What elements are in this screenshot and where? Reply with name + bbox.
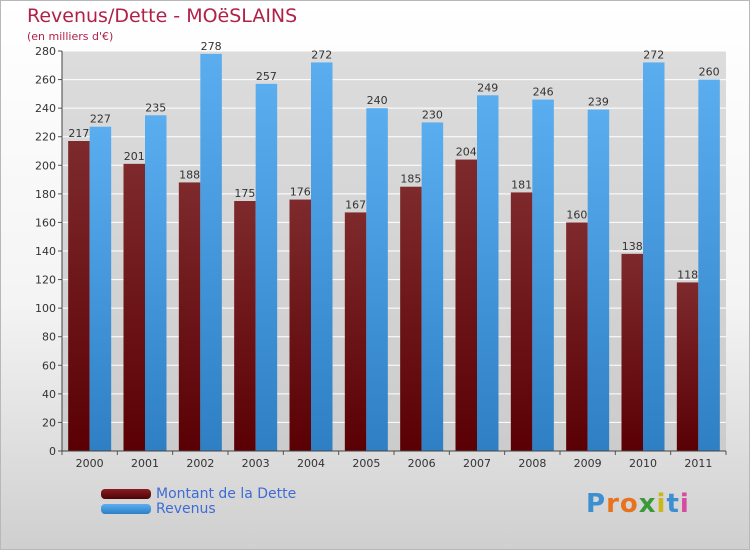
bar-debt (400, 186, 422, 451)
bar-value-label: 239 (588, 96, 609, 109)
y-tick-label: 140 (35, 245, 56, 258)
x-tick-label: 2011 (684, 457, 712, 470)
bar-debt (178, 182, 201, 451)
legend-label-debt: Montant de la Dette (156, 486, 297, 502)
y-tick-label: 20 (42, 416, 56, 429)
bar-revenus (477, 95, 499, 452)
bar-debt (676, 282, 699, 451)
y-tick-label: 80 (42, 331, 56, 344)
bar-value-label: 175 (234, 187, 255, 200)
y-tick-label: 0 (49, 445, 56, 458)
bar-value-label: 257 (256, 70, 277, 83)
bar-debt (68, 141, 90, 451)
bar-revenus (255, 83, 278, 451)
bar-value-label: 260 (699, 66, 720, 79)
legend-swatch-revenus (101, 504, 151, 514)
bar-value-label: 272 (311, 48, 332, 61)
legend-label-revenus: Revenus (156, 501, 216, 517)
bar-value-label: 138 (622, 240, 643, 253)
x-tick-label: 2007 (463, 457, 491, 470)
bar-value-label: 201 (124, 150, 145, 163)
bar-value-label: 227 (90, 113, 111, 126)
bar-value-label: 167 (345, 198, 366, 211)
bar-value-label: 240 (367, 94, 388, 107)
bar-value-label: 246 (533, 86, 554, 99)
bar-value-label: 176 (290, 186, 311, 199)
bar-revenus (643, 62, 665, 452)
bar-revenus (145, 115, 167, 452)
bar-debt (234, 201, 256, 451)
x-tick-label: 2004 (297, 457, 325, 470)
bar-revenus (587, 109, 610, 452)
bar-debt (455, 159, 477, 452)
bar-value-label: 204 (456, 146, 477, 159)
bar-value-label: 278 (201, 40, 222, 53)
y-tick-label: 180 (35, 188, 56, 201)
y-tick-label: 60 (42, 359, 56, 372)
bar-value-label: 185 (400, 173, 421, 186)
bar-debt (621, 253, 643, 451)
bar-debt (344, 212, 367, 451)
bar-revenus (89, 126, 112, 451)
bar-debt (123, 163, 145, 451)
y-tick-label: 220 (35, 131, 56, 144)
chart-title: Revenus/Dette - MOëSLAINS (27, 5, 298, 27)
bar-debt (566, 222, 588, 451)
bar-value-label: 249 (477, 81, 498, 94)
bar-debt (289, 199, 311, 451)
bar-revenus (698, 79, 720, 452)
x-tick-label: 2001 (131, 457, 159, 470)
y-tick-label: 120 (35, 274, 56, 287)
logo-letter: x (638, 489, 657, 519)
bar-value-label: 230 (422, 108, 443, 121)
bar-value-label: 188 (179, 168, 200, 181)
chart-subtitle: (en milliers d'€) (27, 30, 114, 43)
logo-letter: r (606, 489, 620, 519)
y-tick-label: 280 (35, 45, 56, 58)
y-tick-label: 240 (35, 102, 56, 115)
x-tick-label: 2005 (352, 457, 380, 470)
x-tick-label: 2006 (408, 457, 436, 470)
logo-letter: i (656, 489, 667, 519)
x-tick-label: 2003 (242, 457, 270, 470)
y-tick-label: 40 (42, 388, 56, 401)
bar-revenus (421, 122, 444, 451)
logo-letter: t (666, 489, 680, 519)
bar-revenus (366, 108, 388, 452)
x-tick-label: 2000 (76, 457, 104, 470)
x-tick-label: 2010 (629, 457, 657, 470)
bar-value-label: 235 (145, 101, 166, 114)
x-tick-label: 2009 (574, 457, 602, 470)
y-tick-label: 260 (35, 74, 56, 87)
bar-value-label: 217 (68, 127, 89, 140)
y-tick-label: 200 (35, 159, 56, 172)
x-tick-label: 2002 (186, 457, 214, 470)
bar-value-label: 181 (511, 178, 532, 191)
bar-debt (510, 192, 533, 451)
bar-revenus (200, 53, 222, 451)
logo-letter: o (619, 489, 639, 519)
bar-value-label: 160 (566, 208, 587, 221)
legend-swatch-debt (101, 489, 151, 499)
x-tick-label: 2008 (518, 457, 546, 470)
y-tick-label: 100 (35, 302, 56, 315)
logo-letter: i (679, 489, 690, 519)
y-tick-label: 160 (35, 216, 56, 229)
bar-value-label: 272 (643, 48, 664, 61)
bar-revenus (532, 99, 554, 452)
proxiti-logo: Proxiti (586, 489, 690, 519)
logo-letter: P (586, 489, 607, 519)
bar-revenus (311, 62, 333, 452)
bar-value-label: 118 (677, 268, 698, 281)
